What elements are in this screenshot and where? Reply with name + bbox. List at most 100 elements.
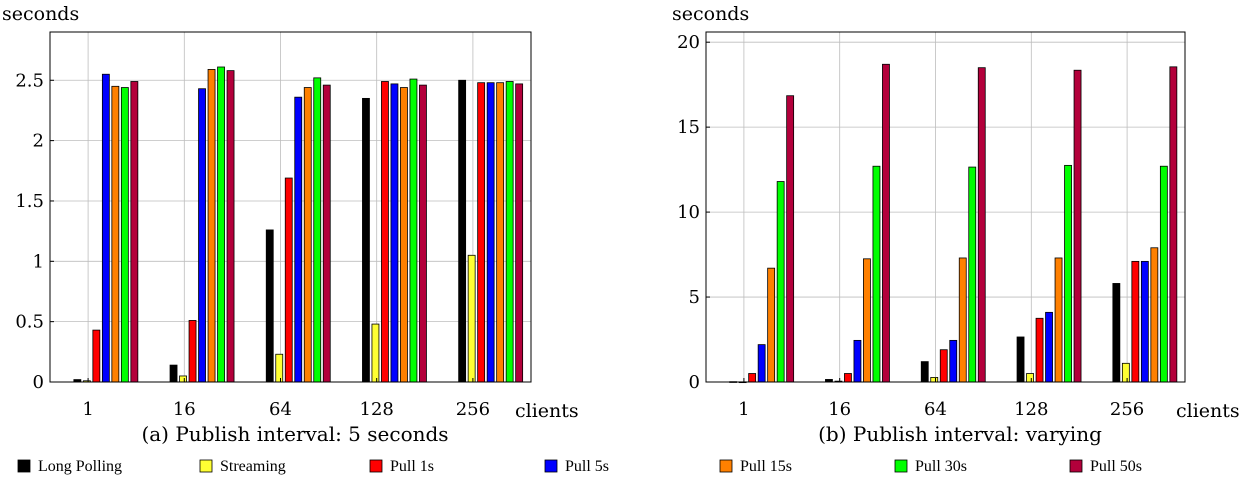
legend-label-long-polling: Long Polling — [38, 458, 122, 475]
chart-a-bar-pull-5s-16 — [198, 88, 206, 383]
chart-b-bar-pull-5s-16 — [853, 339, 862, 383]
chart-a-bar-pull-30s-64 — [313, 77, 322, 383]
legend-label-pull-50s: Pull 50s — [1090, 458, 1142, 475]
chart-a-xlabel: clients — [515, 400, 579, 422]
chart-a-ytick-label: 0 — [33, 372, 44, 393]
legend-swatch-streaming — [199, 459, 213, 473]
chart-a-bar-pull-5s-256 — [486, 82, 495, 383]
legend-swatch-pull-5s — [544, 459, 558, 473]
chart-a-bar-pull-50s-128 — [419, 84, 427, 383]
chart-a-bar-pull-15s-16 — [207, 69, 216, 383]
legend-swatch-long-polling — [17, 459, 31, 473]
chart-a-bar-pull-5s-128 — [390, 83, 399, 383]
legend-swatch-pull-50s — [1069, 459, 1083, 473]
chart-b-xtick-label: 128 — [1014, 399, 1048, 420]
chart-b-bar-pull-30s-16 — [872, 165, 881, 383]
chart-a-bar-streaming-256 — [467, 254, 476, 383]
legend: Long Polling Streaming Pull 1s Pull 5s Pull … — [17, 458, 1142, 475]
chart-b-bar-pull-30s-256 — [1159, 165, 1168, 383]
legend-label-pull-5s: Pull 5s — [565, 458, 609, 475]
chart-b-bar-pull-1s-128 — [1035, 317, 1044, 383]
chart-b-bar-streaming-256 — [1121, 362, 1130, 383]
chart-a-bar-pull-5s-1 — [101, 73, 110, 383]
chart-b-bar-pull-15s-64 — [958, 257, 967, 383]
chart-b-bar-pull-5s-1 — [757, 344, 766, 383]
chart-a-xtick-label: 16 — [173, 399, 196, 420]
chart-a-xtick-label: 1 — [82, 399, 93, 420]
chart-a-bar-streaming-16 — [179, 375, 187, 383]
chart-b-bar-pull-5s-256 — [1140, 260, 1149, 383]
chart-b-bar-pull-50s-256 — [1169, 66, 1178, 383]
chart-a-bar-pull-50s-64 — [322, 84, 331, 383]
chart-b-title: (b) Publish interval: varying — [818, 422, 1102, 446]
chart-b: seconds clients (b) Publish interval: va… — [672, 3, 1240, 446]
chart-a-bar-pull-1s-128 — [381, 81, 389, 383]
chart-b-bar-pull-30s-128 — [1064, 164, 1072, 383]
legend-label-pull-30s: Pull 30s — [915, 458, 967, 475]
chart-a-bar-pull-1s-64 — [284, 177, 293, 383]
chart-a-bar-pull-30s-16 — [217, 66, 225, 383]
legend-swatch-pull-30s — [894, 459, 908, 473]
legend-label-pull-15s: Pull 15s — [740, 458, 792, 475]
chart-b-bar-long-polling-64 — [920, 361, 929, 383]
chart-a-ytick-label: 1.5 — [15, 191, 44, 212]
chart-b-bar-long-polling-128 — [1016, 336, 1025, 383]
chart-a-bar-pull-30s-256 — [505, 81, 514, 383]
chart-b-xtick-label: 64 — [924, 399, 947, 420]
chart-b-ytick-label: 10 — [677, 202, 700, 223]
chart-a: seconds clients (a) Publish interval: 5 … — [2, 3, 579, 446]
chart-b-bar-pull-50s-1 — [786, 95, 795, 383]
chart-a-bar-streaming-64 — [275, 353, 284, 383]
chart-a-bar-long-polling-256 — [458, 79, 467, 383]
chart-b-bar-pull-15s-128 — [1054, 257, 1063, 383]
chart-b-bar-pull-30s-64 — [968, 166, 977, 383]
chart-a-ytick-label: 1 — [33, 251, 44, 272]
chart-a-bar-pull-30s-128 — [409, 78, 418, 383]
chart-a-ylabel: seconds — [2, 3, 79, 25]
chart-b-xtick-label: 16 — [828, 399, 851, 420]
chart-a-bar-pull-15s-64 — [303, 87, 312, 383]
chart-b-xlabel: clients — [1176, 400, 1240, 422]
chart-b-bar-pull-15s-256 — [1150, 247, 1159, 383]
chart-a-bar-pull-15s-256 — [496, 82, 505, 383]
chart-a-bar-pull-30s-1 — [120, 87, 129, 383]
chart-b-bar-pull-5s-64 — [949, 339, 958, 383]
chart-a-bar-pull-50s-16 — [226, 70, 235, 383]
chart-a-bar-pull-50s-1 — [130, 81, 139, 383]
chart-a-bar-pull-5s-64 — [294, 96, 303, 383]
chart-b-bar-pull-15s-16 — [863, 258, 871, 383]
chart-a-ytick-label: 2.5 — [15, 70, 44, 91]
chart-a-xtick-label: 128 — [360, 399, 394, 420]
chart-a-frame — [49, 31, 532, 383]
chart-a-bar-pull-1s-16 — [188, 320, 197, 383]
chart-b-bar-pull-1s-256 — [1131, 260, 1140, 383]
chart-b-bar-pull-1s-64 — [939, 349, 948, 383]
chart-b-bar-pull-50s-16 — [882, 63, 890, 383]
chart-a-bar-streaming-128 — [371, 323, 380, 383]
chart-a-ytick-label: 2 — [33, 131, 44, 152]
chart-b-bar-pull-50s-64 — [977, 67, 986, 383]
chart-b-ytick-label: 15 — [677, 117, 700, 138]
chart-b-xtick-label: 1 — [738, 399, 749, 420]
chart-b-bar-pull-15s-1 — [767, 267, 776, 383]
legend-label-streaming: Streaming — [220, 458, 286, 475]
legend-label-pull-1s: Pull 1s — [390, 458, 434, 475]
chart-b-bar-long-polling-256 — [1112, 283, 1121, 383]
chart-a-bar-pull-1s-1 — [92, 329, 101, 383]
chart-a-bar-long-polling-64 — [265, 229, 274, 383]
chart-b-bar-streaming-128 — [1026, 373, 1034, 383]
chart-b-bar-pull-50s-128 — [1073, 69, 1082, 383]
chart-a-bar-pull-1s-256 — [477, 82, 486, 383]
chart-b-ytick-label: 20 — [677, 32, 700, 53]
chart-b-bar-pull-5s-128 — [1045, 311, 1053, 383]
legend-swatch-pull-1s — [369, 459, 383, 473]
chart-b-ylabel: seconds — [672, 3, 749, 25]
chart-b-frame — [705, 31, 1186, 383]
chart-a-ytick-label: 0.5 — [15, 312, 44, 333]
chart-b-bar-pull-1s-16 — [844, 373, 852, 383]
chart-b-xtick-label: 256 — [1110, 399, 1144, 420]
chart-a-title: (a) Publish interval: 5 seconds — [141, 422, 448, 446]
chart-a-bar-long-polling-128 — [362, 97, 370, 383]
chart-b-bar-pull-1s-1 — [748, 373, 757, 383]
